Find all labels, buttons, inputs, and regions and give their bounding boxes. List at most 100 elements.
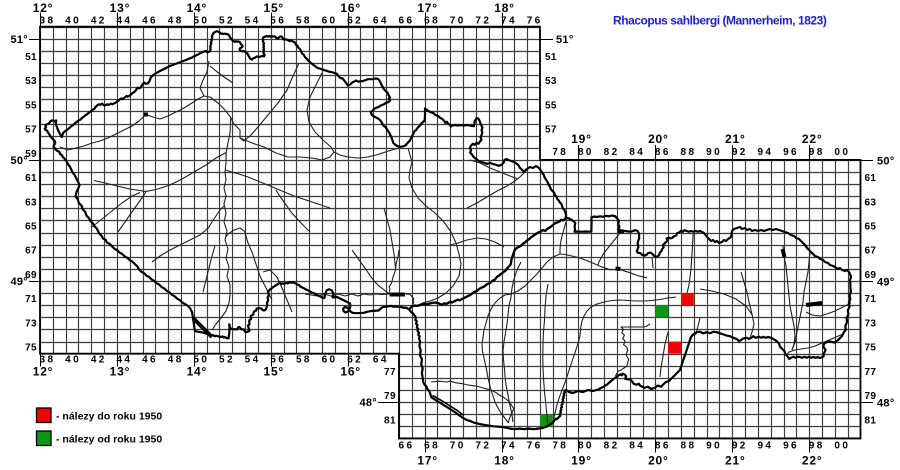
svg-text:46: 46	[142, 354, 158, 365]
svg-text:15°: 15°	[263, 365, 284, 379]
svg-text:82: 82	[604, 147, 620, 158]
svg-text:88: 88	[681, 440, 697, 451]
svg-text:76: 76	[527, 16, 543, 27]
svg-text:68: 68	[424, 440, 440, 451]
svg-text:20°: 20°	[648, 132, 669, 146]
svg-text:21°: 21°	[725, 132, 746, 146]
svg-text:88: 88	[681, 147, 697, 158]
svg-text:54: 54	[245, 354, 261, 365]
svg-text:58: 58	[296, 354, 312, 365]
svg-text:82: 82	[604, 440, 620, 451]
svg-text:50°: 50°	[877, 155, 895, 167]
svg-text:81: 81	[864, 415, 876, 426]
svg-text:17°: 17°	[417, 1, 438, 15]
svg-text:51°: 51°	[556, 34, 574, 46]
svg-text:94: 94	[757, 440, 773, 451]
svg-text:48°: 48°	[359, 397, 377, 409]
svg-text:59: 59	[25, 149, 37, 160]
svg-text:96: 96	[783, 440, 799, 451]
svg-text:44: 44	[116, 16, 132, 27]
svg-text:15°: 15°	[263, 1, 284, 15]
svg-text:86: 86	[655, 147, 671, 158]
svg-text:65: 65	[25, 222, 37, 233]
svg-text:51: 51	[25, 52, 37, 63]
svg-text:77: 77	[864, 367, 876, 378]
svg-text:57: 57	[25, 125, 37, 136]
svg-text:22°: 22°	[802, 132, 823, 146]
svg-text:49°: 49°	[877, 277, 895, 289]
svg-text:00: 00	[834, 147, 850, 158]
svg-text:19°: 19°	[571, 454, 592, 468]
svg-text:48: 48	[168, 16, 184, 27]
svg-text:40: 40	[65, 16, 81, 27]
svg-text:20°: 20°	[648, 454, 669, 468]
svg-text:77: 77	[384, 367, 396, 378]
svg-text:73: 73	[864, 318, 876, 329]
svg-text:- nálezy od roku 1950: - nálezy od roku 1950	[56, 434, 162, 446]
svg-text:74: 74	[501, 440, 517, 451]
svg-text:14°: 14°	[187, 1, 208, 15]
svg-text:86: 86	[655, 440, 671, 451]
svg-text:62: 62	[347, 16, 363, 27]
svg-text:42: 42	[91, 354, 107, 365]
svg-text:56: 56	[270, 354, 286, 365]
svg-text:92: 92	[732, 147, 748, 158]
svg-text:55: 55	[25, 100, 37, 111]
svg-text:90: 90	[706, 147, 722, 158]
svg-text:21°: 21°	[725, 454, 746, 468]
svg-text:73: 73	[25, 318, 37, 329]
svg-text:44: 44	[116, 354, 132, 365]
svg-text:19°: 19°	[571, 132, 592, 146]
svg-text:51: 51	[545, 52, 557, 63]
svg-text:75: 75	[864, 343, 876, 354]
svg-text:98: 98	[809, 147, 825, 158]
svg-text:38: 38	[40, 354, 56, 365]
svg-text:54: 54	[245, 16, 261, 27]
svg-text:53: 53	[25, 76, 37, 87]
svg-text:63: 63	[25, 197, 37, 208]
svg-text:18°: 18°	[494, 454, 515, 468]
svg-text:72: 72	[475, 16, 491, 27]
svg-text:80: 80	[578, 440, 594, 451]
svg-text:60: 60	[322, 16, 338, 27]
svg-text:61: 61	[25, 173, 37, 184]
svg-text:52: 52	[219, 16, 235, 27]
svg-text:56: 56	[270, 16, 286, 27]
svg-text:71: 71	[864, 294, 876, 305]
svg-text:69: 69	[25, 270, 37, 281]
svg-text:70: 70	[450, 16, 466, 27]
svg-text:48°: 48°	[877, 398, 895, 410]
svg-text:51°: 51°	[10, 34, 28, 46]
svg-text:64: 64	[373, 354, 389, 365]
svg-text:49°: 49°	[10, 276, 28, 288]
svg-text:55: 55	[545, 100, 557, 111]
svg-text:16°: 16°	[340, 365, 361, 379]
svg-text:16°: 16°	[340, 1, 361, 15]
svg-text:14°: 14°	[187, 365, 208, 379]
svg-text:80: 80	[578, 147, 594, 158]
svg-text:42: 42	[91, 16, 107, 27]
svg-text:98: 98	[809, 440, 825, 451]
svg-text:90: 90	[706, 440, 722, 451]
svg-text:22°: 22°	[802, 454, 823, 468]
svg-text:58: 58	[296, 16, 312, 27]
svg-text:62: 62	[347, 354, 363, 365]
svg-text:68: 68	[424, 16, 440, 27]
svg-text:65: 65	[864, 222, 876, 233]
svg-text:66: 66	[399, 16, 415, 27]
svg-text:71: 71	[25, 294, 37, 305]
svg-text:50: 50	[193, 354, 209, 365]
svg-text:76: 76	[527, 440, 543, 451]
svg-text:67: 67	[864, 246, 876, 257]
svg-text:00: 00	[834, 440, 850, 451]
svg-text:38: 38	[40, 16, 56, 27]
svg-text:94: 94	[757, 147, 773, 158]
svg-text:66: 66	[399, 440, 415, 451]
svg-text:13°: 13°	[110, 1, 131, 15]
svg-text:53: 53	[545, 76, 557, 87]
svg-text:63: 63	[864, 197, 876, 208]
svg-text:17°: 17°	[417, 454, 438, 468]
svg-text:50: 50	[193, 16, 209, 27]
svg-text:12°: 12°	[33, 1, 54, 15]
svg-text:81: 81	[384, 415, 396, 426]
